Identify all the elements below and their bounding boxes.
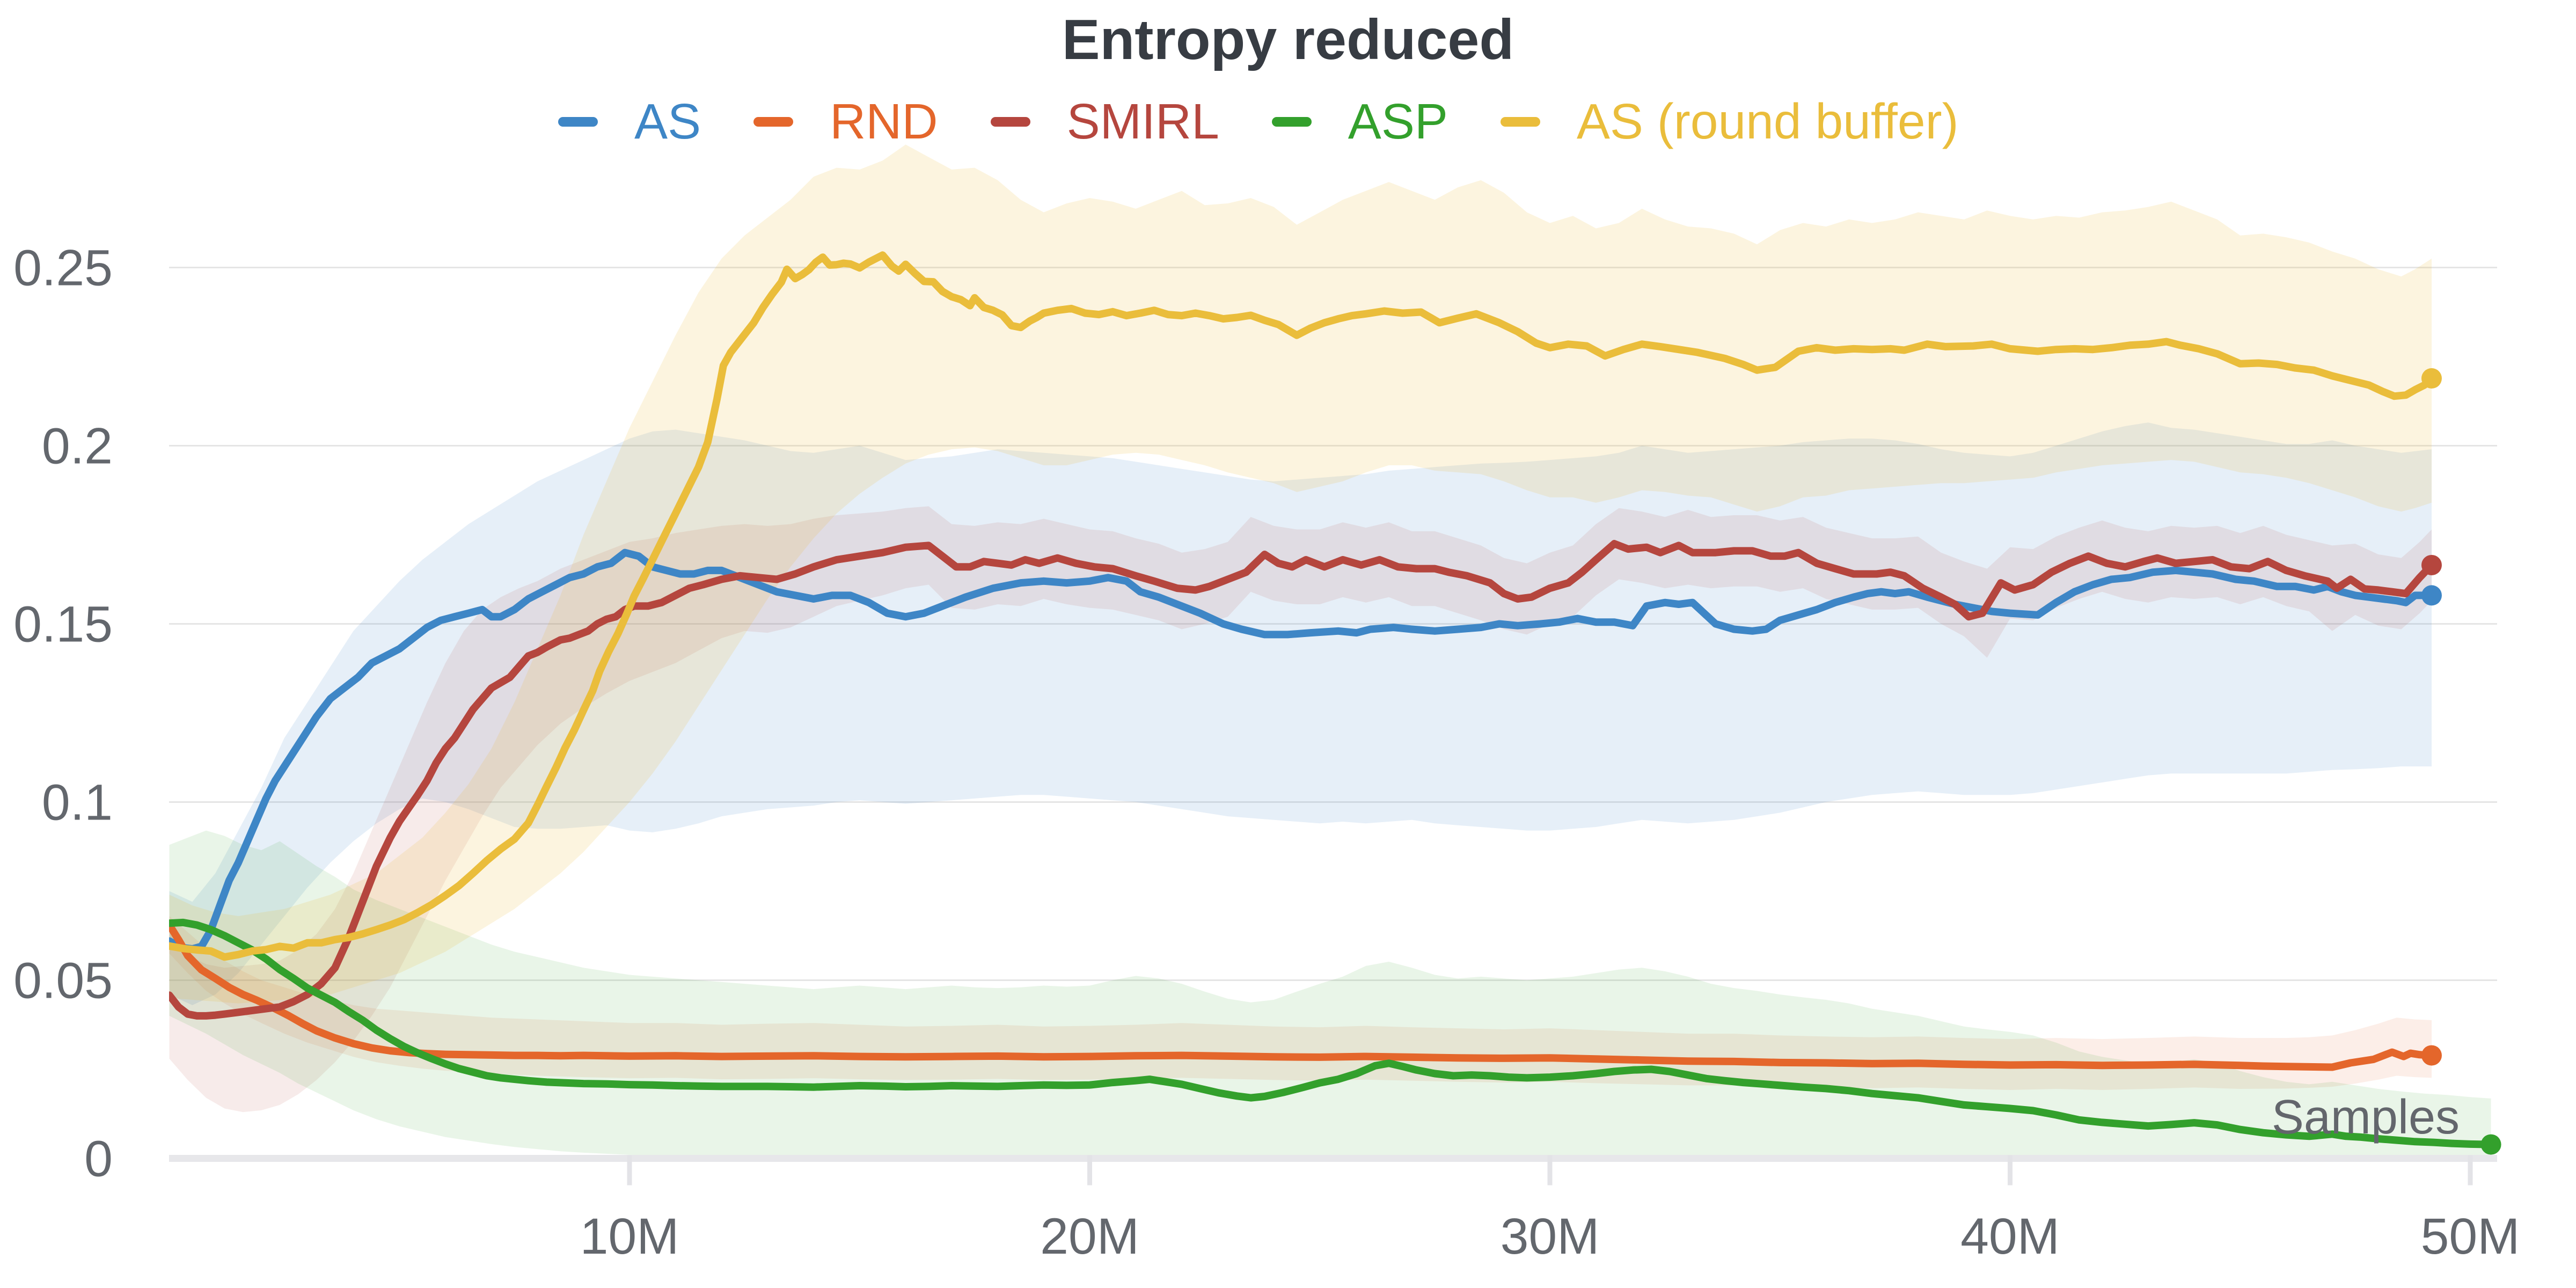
chart-title: Entropy reduced: [1062, 8, 1514, 71]
y-tick-label-0.2: 0.2: [42, 418, 113, 475]
line-smirl[interactable]: [169, 540, 2435, 1020]
uncertainty-bands: [169, 144, 2491, 1158]
y-tick-label-0.15: 0.15: [13, 596, 113, 653]
legend-swatch-icon: [990, 116, 1030, 127]
series-lines: [169, 251, 2495, 1148]
legend: AS RND SMIRL ASP AS (round buffer): [558, 97, 1959, 147]
legend-label: AS (round buffer): [1576, 93, 1959, 149]
legend-swatch-icon: [558, 116, 598, 127]
y-tick-label-0.25: 0.25: [13, 240, 113, 297]
legend-item-as[interactable]: AS: [558, 97, 701, 147]
x-axis-title: Samples: [2272, 1091, 2460, 1144]
legend-label: AS: [634, 93, 701, 149]
y-tick-label-0.1: 0.1: [42, 774, 113, 831]
legend-swatch-icon: [753, 116, 794, 127]
legend-item-smirl[interactable]: SMIRL: [990, 93, 1219, 149]
end-dot-rnd[interactable]: [2421, 1045, 2442, 1066]
line-as[interactable]: [169, 548, 2435, 953]
x-tick-label-40M: 40M: [1960, 1208, 2060, 1265]
end-dot-asp[interactable]: [2480, 1134, 2501, 1155]
y-tick-label-0: 0: [84, 1131, 113, 1188]
line-asp[interactable]: [169, 918, 2495, 1148]
x-tick-label-20M: 20M: [1040, 1208, 1139, 1265]
legend-swatch-icon: [1500, 116, 1540, 127]
endpoint-dots: [2421, 368, 2501, 1155]
line-rnd[interactable]: [169, 921, 2435, 1071]
band-as-round-buffer: [169, 144, 2432, 1004]
x-axis: [169, 1155, 2497, 1185]
end-dot-as-round-buffer[interactable]: [2421, 368, 2442, 389]
legend-item-asp[interactable]: ASP: [1271, 93, 1448, 149]
legend-item-as-round-buffer[interactable]: AS (round buffer): [1500, 93, 1959, 149]
legend-item-rnd[interactable]: RND: [753, 97, 938, 147]
y-tick-label-0.05: 0.05: [13, 953, 113, 1009]
band-as: [169, 422, 2432, 1005]
legend-label: ASP: [1348, 93, 1448, 149]
band-smirl: [169, 506, 2432, 1113]
legend-label: RND: [830, 93, 938, 149]
legend-label: SMIRL: [1066, 93, 1219, 149]
line-as-round-buffer[interactable]: [169, 251, 2435, 961]
x-tick-label-50M: 50M: [2421, 1208, 2520, 1265]
band-asp: [169, 830, 2491, 1158]
end-dot-as[interactable]: [2421, 585, 2442, 606]
legend-swatch-icon: [1271, 116, 1312, 127]
end-dot-smirl[interactable]: [2421, 554, 2442, 575]
x-tick-label-10M: 10M: [580, 1208, 679, 1265]
x-tick-label-30M: 30M: [1501, 1208, 1600, 1265]
axis-labels: 0 0.05 0.1 0.15 0.2 0.25 10M 20M 30M 40M 50M Sample…: [13, 240, 2520, 1265]
gridlines: [169, 267, 2497, 981]
band-rnd: [169, 916, 2432, 1090]
